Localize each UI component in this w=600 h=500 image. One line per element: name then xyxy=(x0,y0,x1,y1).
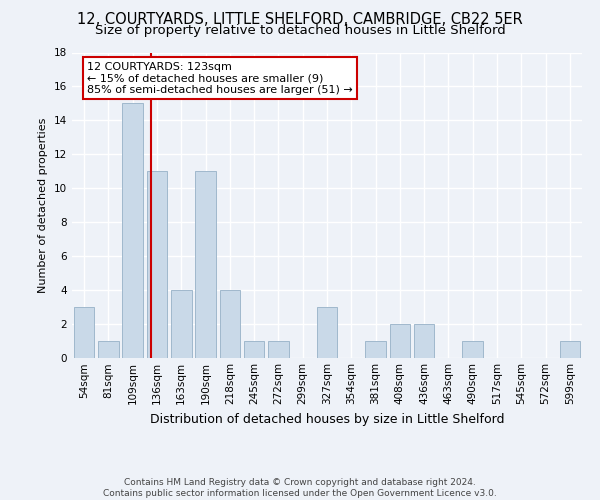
Bar xyxy=(389,324,410,358)
Bar xyxy=(195,171,216,358)
Text: Contains HM Land Registry data © Crown copyright and database right 2024.
Contai: Contains HM Land Registry data © Crown c… xyxy=(103,478,497,498)
Bar xyxy=(560,340,580,357)
Bar xyxy=(146,171,167,358)
Bar xyxy=(317,306,337,358)
Bar xyxy=(74,306,94,358)
Bar xyxy=(463,340,483,357)
Bar xyxy=(414,324,434,358)
X-axis label: Distribution of detached houses by size in Little Shelford: Distribution of detached houses by size … xyxy=(150,413,504,426)
Bar xyxy=(244,340,265,357)
Bar xyxy=(98,340,119,357)
Bar xyxy=(122,104,143,358)
Text: 12, COURTYARDS, LITTLE SHELFORD, CAMBRIDGE, CB22 5ER: 12, COURTYARDS, LITTLE SHELFORD, CAMBRID… xyxy=(77,12,523,28)
Text: 12 COURTYARDS: 123sqm
← 15% of detached houses are smaller (9)
85% of semi-detac: 12 COURTYARDS: 123sqm ← 15% of detached … xyxy=(88,62,353,95)
Bar xyxy=(365,340,386,357)
Bar xyxy=(220,290,240,358)
Text: Size of property relative to detached houses in Little Shelford: Size of property relative to detached ho… xyxy=(95,24,505,37)
Y-axis label: Number of detached properties: Number of detached properties xyxy=(38,118,49,292)
Bar xyxy=(268,340,289,357)
Bar xyxy=(171,290,191,358)
